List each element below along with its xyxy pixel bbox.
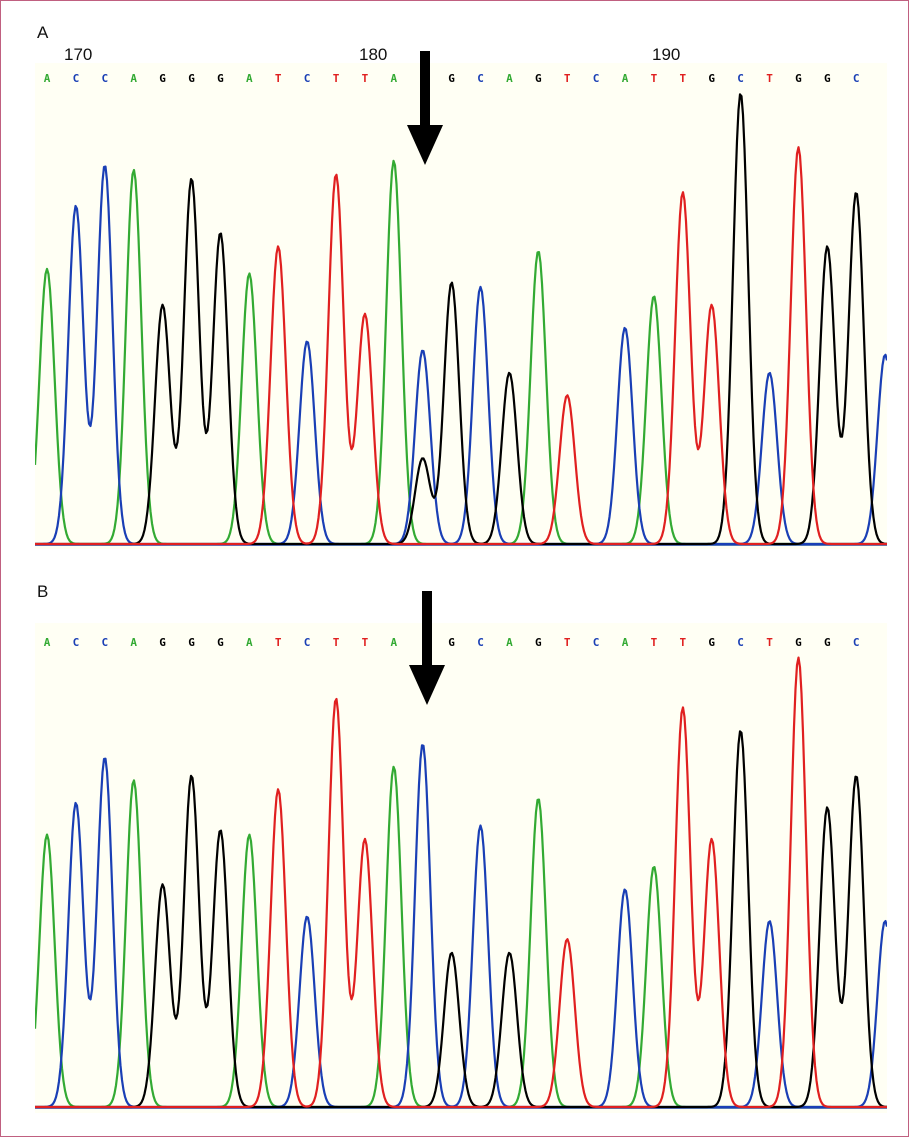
base-call-label: A (246, 72, 253, 85)
base-call-label: T (564, 636, 571, 649)
panel-a-label: A (37, 23, 49, 42)
base-call-label: C (304, 72, 311, 85)
base-call-label: C (73, 636, 80, 649)
base-call-label: C (101, 636, 108, 649)
arrow-down-icon-a (407, 51, 443, 165)
base-call-label: A (44, 72, 51, 85)
base-call-label: C (101, 72, 108, 85)
base-call-label: C (737, 636, 744, 649)
base-call-label: A (622, 72, 629, 85)
base-call-label: T (275, 72, 282, 85)
position-label-180: 180 (359, 45, 388, 64)
base-call-label: A (390, 636, 397, 649)
base-call-label: A (130, 72, 137, 85)
base-call-label: G (824, 72, 831, 85)
base-call-label: G (159, 636, 166, 649)
base-call-label: G (448, 636, 455, 649)
position-label-190: 190 (652, 45, 681, 64)
base-call-label: A (130, 636, 137, 649)
trace-T (35, 146, 887, 546)
base-call-label: C (477, 636, 484, 649)
base-call-label: C (853, 636, 860, 649)
base-call-label: T (679, 636, 686, 649)
arrow-down-icon-b (409, 591, 445, 705)
base-call-label: T (275, 636, 282, 649)
base-call-label: C (853, 72, 860, 85)
base-call-label: G (159, 72, 166, 85)
base-call-label: G (535, 636, 542, 649)
base-call-label: G (708, 72, 715, 85)
base-call-label: G (188, 636, 195, 649)
base-call-label: T (766, 72, 773, 85)
base-call-label: T (766, 636, 773, 649)
base-call-label: C (477, 72, 484, 85)
base-call-label: T (564, 72, 571, 85)
base-call-label: T (651, 72, 658, 85)
base-call-label: C (593, 636, 600, 649)
trace-G (35, 93, 887, 546)
base-call-label: C (73, 72, 80, 85)
base-call-label: T (362, 72, 369, 85)
base-call-label: T (651, 636, 658, 649)
base-call-label: A (506, 636, 513, 649)
base-call-label: G (795, 72, 802, 85)
base-call-label: A (622, 636, 629, 649)
base-call-label: G (217, 72, 224, 85)
base-call-label: C (304, 636, 311, 649)
base-call-label: A (506, 72, 513, 85)
base-call-label: G (708, 636, 715, 649)
base-call-label: C (737, 72, 744, 85)
base-call-label: T (333, 636, 340, 649)
base-call-label: G (535, 72, 542, 85)
base-call-label: C (593, 72, 600, 85)
base-call-label: T (679, 72, 686, 85)
base-call-label: T (333, 72, 340, 85)
trace-T (35, 656, 887, 1109)
base-call-label: G (188, 72, 195, 85)
trace-G (35, 730, 887, 1109)
base-call-label: A (246, 636, 253, 649)
base-call-label: A (44, 636, 51, 649)
panel-b-label: B (37, 582, 49, 601)
base-call-label: G (795, 636, 802, 649)
position-label-170: 170 (64, 45, 93, 64)
base-call-label: A (390, 72, 397, 85)
base-call-label: T (362, 636, 369, 649)
base-call-label: G (448, 72, 455, 85)
base-call-label: G (824, 636, 831, 649)
base-call-label: G (217, 636, 224, 649)
